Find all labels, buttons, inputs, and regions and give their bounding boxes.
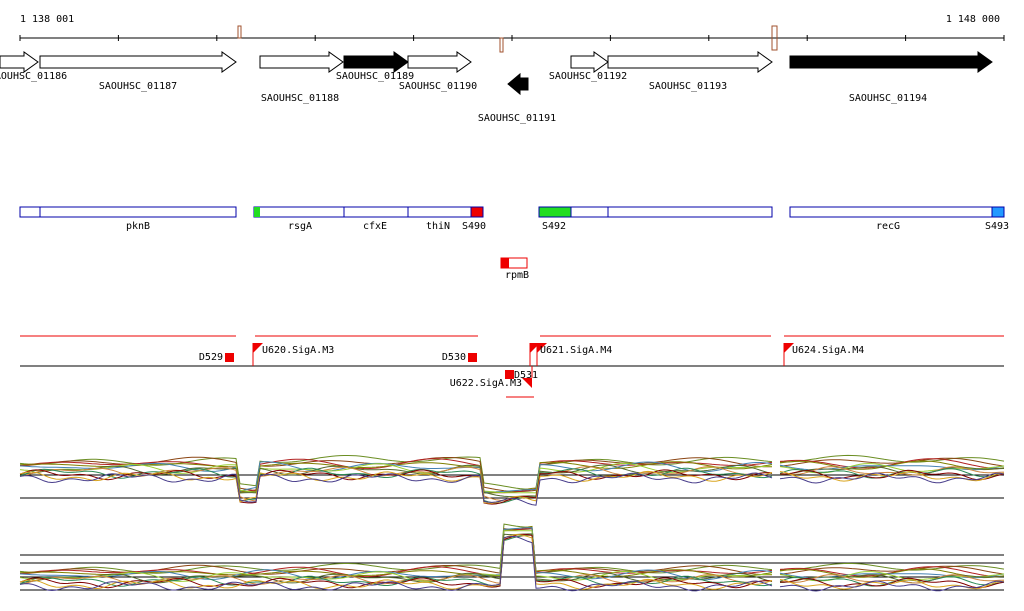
gene-arrow [607,51,773,73]
operon-start [254,207,260,217]
operon-box [407,206,472,218]
marker [771,25,778,51]
operon-box [253,206,345,218]
gene-label: SAOUHSC_01188 [261,93,339,104]
expression-trace [19,533,1005,589]
rpmB-feature: rpmB [500,257,529,281]
operon-box [789,206,993,218]
promoter [522,378,532,388]
expression-trace [19,469,1005,505]
gene-arrow [407,51,472,73]
terminator [225,353,234,362]
start-coordinate: 1 138 001 [20,14,74,25]
gene-arrow [39,51,237,73]
gene-arrow [507,72,529,96]
operon-label: S493 [985,221,1009,232]
operon-label: S492 [542,221,566,232]
expression-trace [19,523,1005,574]
regulatory-label: U624.SigA.M4 [792,345,864,356]
axis-ticks [19,35,1005,41]
regulatory-label: U621.SigA.M4 [540,345,612,356]
gene-track: SAOUHSC_01186 SAOUHSC_01187 SAOUHSC_01188 S… [0,51,993,124]
gene-arrow [259,51,344,73]
regulatory-label: U622.SigA.M3 [450,378,522,389]
regulatory-track: D529 U620.SigA.M3 D530 U621.SigA.M4 D531U622… [20,335,1004,398]
operon-box [991,206,1005,218]
expression-panels [19,454,1005,592]
gene-arrow [343,51,409,73]
operon-box [39,206,237,218]
feature-label: rpmB [505,270,529,281]
expression-trace [19,472,1005,506]
operon-label: pknB [126,221,150,232]
gene-label: SAOUHSC_01186 [0,71,67,82]
terminator [468,353,477,362]
gene-label: SAOUHSC_01192 [549,71,627,82]
operon-box [470,206,484,218]
regulatory-label: D531 [514,370,538,381]
gene-label: SAOUHSC_01194 [849,93,927,104]
regulatory-label: D529 [199,352,223,363]
gene-arrow [0,51,39,73]
operon-box [538,206,572,218]
gene-label: SAOUHSC_01189 [336,71,414,82]
operon-box [19,206,41,218]
operon-label: rsgA [288,221,312,232]
end-coordinate: 1 148 000 [946,14,1000,25]
regulatory-label: D530 [442,352,466,363]
gene-label: SAOUHSC_01187 [99,81,177,92]
gene-label: SAOUHSC_01191 [478,113,556,124]
expression-trace [19,534,1005,590]
operon-box [343,206,409,218]
promoter [784,343,794,353]
gene-arrow [570,51,609,73]
operon-track: pknB rsgA cfxE thiN S490 S492 recG S493 [19,206,1009,232]
expression-trace [19,535,1005,592]
gene-label: SAOUHSC_01193 [649,81,727,92]
operon-box [607,206,773,218]
marker [499,37,504,53]
regulatory-label: U620.SigA.M3 [262,345,334,356]
promoter [537,343,547,353]
operon-label: S490 [462,221,486,232]
operon-label: cfxE [363,221,387,232]
promoter [253,343,263,353]
operon-box [570,206,609,218]
terminator [505,370,514,379]
gene-arrow [789,51,993,73]
gene-label: SAOUHSC_01190 [399,81,477,92]
operon-label: recG [876,221,900,232]
marker [237,25,242,39]
operon-label: thiN [426,221,450,232]
